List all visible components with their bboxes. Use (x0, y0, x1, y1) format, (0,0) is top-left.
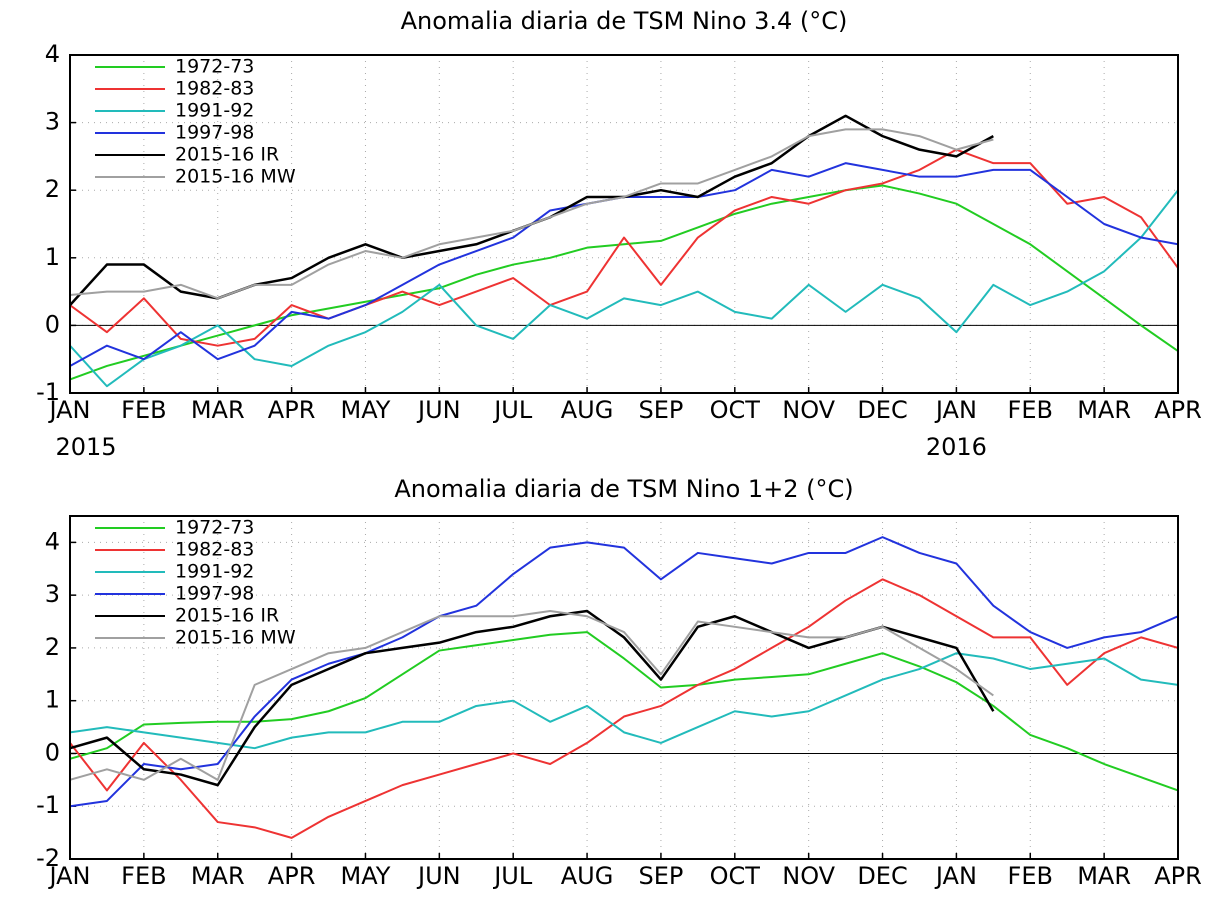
y-tick-label: 0 (45, 310, 60, 338)
series-line (70, 189, 1178, 388)
x-tick-label: DEC (857, 862, 907, 890)
legend-label: 1972-73 (175, 517, 254, 539)
legend-label: 1997-98 (175, 122, 254, 144)
series-line (70, 609, 994, 781)
y-tick-label: -1 (36, 791, 60, 819)
x-tick-label: MAR (191, 862, 245, 890)
series-line (70, 148, 1178, 347)
x-tick-label: JAN (934, 862, 977, 890)
series-line (70, 652, 1178, 750)
x-tick-label: NOV (782, 396, 835, 424)
x-tick-label: APR (268, 396, 316, 424)
x-tick-label: MAR (191, 396, 245, 424)
series-line (70, 162, 1178, 367)
legend-label: 1982-83 (175, 78, 254, 100)
x-tick-label: APR (1154, 862, 1202, 890)
x-tick-label: OCT (710, 862, 761, 890)
legend-label: 2015-16 IR (175, 605, 279, 627)
x-tick-label: APR (268, 862, 316, 890)
x-tick-label: FEB (1008, 396, 1053, 424)
plot-frame (69, 515, 1179, 860)
x-tick-label: AUG (561, 862, 614, 890)
series-line (70, 184, 1178, 381)
x-tick-label: MAY (341, 862, 391, 890)
y-tick-label: 4 (45, 527, 60, 555)
x-tick-label: AUG (561, 396, 614, 424)
year-label: 2016 (926, 433, 987, 461)
legend-label: 1997-98 (175, 583, 254, 605)
x-tick-label: OCT (710, 396, 761, 424)
legend-label: 1991-92 (175, 100, 254, 122)
y-tick-label: 4 (45, 40, 60, 68)
series-line (70, 631, 1178, 792)
series-line (70, 536, 1178, 808)
x-tick-label: FEB (121, 862, 166, 890)
y-tick-label: 2 (45, 633, 60, 661)
chart-title: Anomalia diaria de TSM Nino 3.4 (°C) (401, 7, 848, 35)
x-tick-label: JAN (934, 396, 977, 424)
year-label: 2015 (55, 433, 116, 461)
legend-label: 1991-92 (175, 561, 254, 583)
x-tick-label: DEC (857, 396, 907, 424)
x-tick-label: FEB (1008, 862, 1053, 890)
y-tick-label: 3 (45, 580, 60, 608)
x-tick-label: APR (1154, 396, 1202, 424)
plot-frame (69, 54, 1179, 394)
series-group (70, 536, 1178, 839)
x-tick-label: MAR (1077, 396, 1131, 424)
x-tick-label: JUN (416, 862, 461, 890)
series-line (70, 609, 995, 787)
x-tick-label: FEB (121, 396, 166, 424)
x-tick-label: JUN (416, 396, 461, 424)
y-tick-label: 2 (45, 175, 60, 203)
x-tick-label: JUL (492, 862, 533, 890)
y-tick-label: 1 (45, 686, 60, 714)
legend-label: 1972-73 (175, 56, 254, 78)
chart-title: Anomalia diaria de TSM Nino 1+2 (°C) (394, 475, 853, 503)
legend-label: 2015-16 MW (175, 627, 296, 649)
x-tick-label: SEP (638, 396, 683, 424)
series-line (70, 128, 994, 300)
legend-label: 2015-16 MW (175, 166, 296, 188)
x-tick-label: MAR (1077, 862, 1131, 890)
x-tick-label: SEP (638, 862, 683, 890)
x-tick-label: MAY (341, 396, 391, 424)
x-tick-label: JUL (492, 396, 533, 424)
series-group (70, 114, 1178, 388)
y-tick-label: -2 (36, 844, 60, 872)
legend-label: 2015-16 IR (175, 144, 279, 166)
legend-label: 1982-83 (175, 539, 254, 561)
series-line (70, 578, 1178, 839)
y-tick-label: -1 (36, 378, 60, 406)
x-tick-label: JAN (47, 862, 90, 890)
x-tick-label: JAN (47, 396, 90, 424)
y-tick-label: 0 (45, 738, 60, 766)
y-tick-label: 3 (45, 108, 60, 136)
y-tick-label: 1 (45, 243, 60, 271)
x-tick-label: NOV (782, 862, 835, 890)
